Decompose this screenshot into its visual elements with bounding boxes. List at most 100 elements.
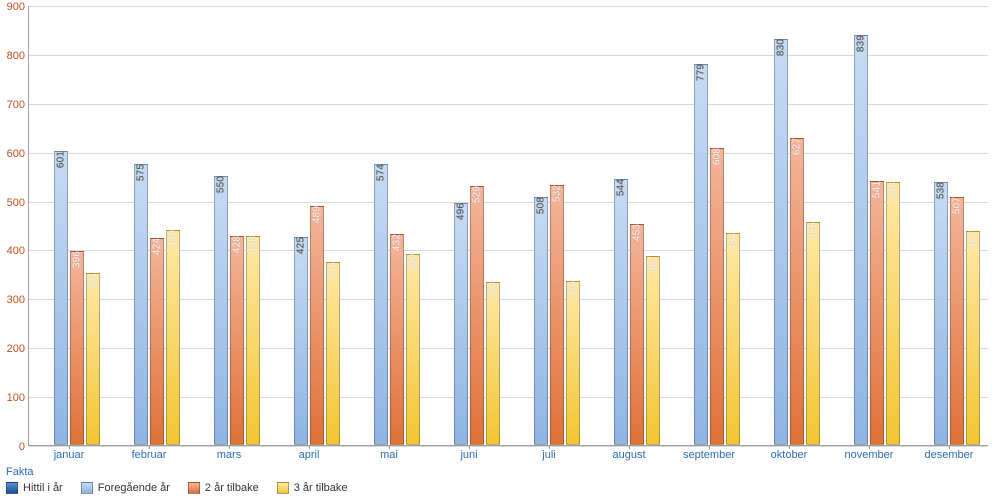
legend-swatch: [81, 482, 93, 494]
bar-foregaende: 508: [534, 197, 548, 445]
bar-value-label: 425: [296, 237, 307, 254]
bar-foregaende: 538: [934, 182, 948, 445]
legend-swatch: [188, 482, 200, 494]
bar-to_aar: 396: [70, 251, 84, 445]
bar-foregaende: 839: [854, 35, 868, 445]
bar-value-label: 508: [536, 197, 547, 214]
bar-to_aar: 424: [150, 238, 164, 445]
bar-value-label: 830: [776, 39, 787, 56]
plot-area: 0100200300400500600700800900601396351jan…: [28, 6, 988, 446]
bar-value-label: 333: [488, 282, 499, 299]
y-axis-label: 600: [3, 148, 25, 160]
bar-foregaende: 779: [694, 64, 708, 445]
gridline: 0: [29, 446, 988, 447]
bar-tre_aar: 351: [86, 273, 100, 445]
category-group: 574432390mai: [349, 164, 429, 445]
category-group: 425489375april: [269, 206, 349, 445]
y-axis-label: 300: [3, 294, 25, 306]
category-group: 601396351januar: [29, 151, 109, 445]
legend: Fakta Hittil i årForegående år2 år tilba…: [6, 466, 348, 494]
bar-value-label: 575: [136, 164, 147, 181]
bar-to_aar: 608: [710, 148, 724, 445]
bar-foregaende: 830: [774, 39, 788, 445]
legend-items: Hittil i år Foregående år 2 år tilbake 3 år…: [6, 482, 348, 494]
bar-value-label: 456: [808, 222, 819, 239]
bar-value-label: 437: [968, 231, 979, 248]
bar-value-label: 432: [392, 234, 403, 251]
bar-to_aar: 627: [790, 138, 804, 445]
bar-value-label: 627: [792, 138, 803, 155]
bar-value-label: 496: [456, 202, 467, 219]
bar-value-label: 538: [888, 182, 899, 199]
bar-to_aar: 541: [870, 181, 884, 445]
bar-value-label: 839: [856, 35, 867, 52]
bar-value-label: 532: [552, 185, 563, 202]
y-axis-label: 100: [3, 392, 25, 404]
bar-value-label: 544: [616, 179, 627, 196]
legend-label: Foregående år: [98, 482, 170, 494]
category-group: 779608433september: [669, 64, 749, 445]
bar-value-label: 396: [72, 251, 83, 268]
category-group: 550428428mars: [189, 176, 269, 445]
bar-value-label: 453: [632, 223, 643, 240]
x-axis-label: juli: [542, 449, 555, 461]
bar-tre_aar: 538: [886, 182, 900, 445]
bar-foregaende: 496: [454, 203, 468, 445]
bar-tre_aar: 437: [966, 231, 980, 445]
bar-foregaende: 544: [614, 179, 628, 445]
legend-swatch: [6, 482, 18, 494]
bar-value-label: 375: [328, 262, 339, 279]
x-axis-label: april: [299, 449, 320, 461]
bar-to_aar: 428: [230, 236, 244, 445]
bar-tre_aar: 336: [566, 281, 580, 445]
x-axis-label: mars: [217, 449, 241, 461]
bar-value-label: 424: [152, 238, 163, 255]
bar-foregaende: 550: [214, 176, 228, 445]
bar-to_aar: 489: [310, 206, 324, 445]
y-axis-label: 800: [3, 50, 25, 62]
legend-label: 2 år tilbake: [205, 482, 259, 494]
bar-value-label: 574: [376, 164, 387, 181]
bar-value-label: 428: [248, 236, 259, 253]
x-axis-label: februar: [132, 449, 167, 461]
bar-value-label: 601: [56, 151, 67, 168]
category-group: 575424439februar: [109, 164, 189, 445]
y-axis-label: 900: [3, 1, 25, 13]
y-axis-label: 200: [3, 343, 25, 355]
bar-foregaende: 574: [374, 164, 388, 445]
bar-value-label: 433: [728, 233, 739, 250]
x-axis-label: januar: [54, 449, 85, 461]
bar-value-label: 439: [168, 230, 179, 247]
bar-value-label: 336: [568, 281, 579, 298]
y-axis-label: 700: [3, 99, 25, 111]
category-group: 544453387august: [589, 179, 669, 445]
bar-tre_aar: 439: [166, 230, 180, 445]
gridline: 900: [29, 6, 988, 7]
x-axis-label: oktober: [771, 449, 808, 461]
category-group: 839541538november: [829, 35, 909, 445]
monthly-bar-chart: 0100200300400500600700800900601396351jan…: [0, 0, 1000, 500]
bar-value-label: 390: [408, 254, 419, 271]
bar-value-label: 779: [696, 64, 707, 81]
y-axis-label: 500: [3, 197, 25, 209]
bar-tre_aar: 433: [726, 233, 740, 445]
bar-value-label: 529: [472, 186, 483, 203]
bar-value-label: 489: [312, 206, 323, 223]
bar-foregaende: 601: [54, 151, 68, 445]
category-group: 538507437desember: [909, 182, 989, 445]
legend-label: 3 år tilbake: [294, 482, 348, 494]
x-axis-label: juni: [460, 449, 477, 461]
legend-item-to_aar: 2 år tilbake: [188, 482, 259, 494]
x-axis-label: mai: [380, 449, 398, 461]
bar-to_aar: 507: [950, 197, 964, 445]
bar-tre_aar: 333: [486, 282, 500, 445]
bar-tre_aar: 456: [806, 222, 820, 445]
bar-value-label: 387: [648, 256, 659, 273]
legend-item-hittil: Hittil i år: [6, 482, 63, 494]
bar-to_aar: 532: [550, 185, 564, 445]
bar-foregaende: 425: [294, 237, 308, 445]
category-group: 496529333juni: [429, 186, 509, 445]
x-axis-label: september: [683, 449, 735, 461]
bar-foregaende: 575: [134, 164, 148, 445]
x-axis-label: november: [845, 449, 894, 461]
